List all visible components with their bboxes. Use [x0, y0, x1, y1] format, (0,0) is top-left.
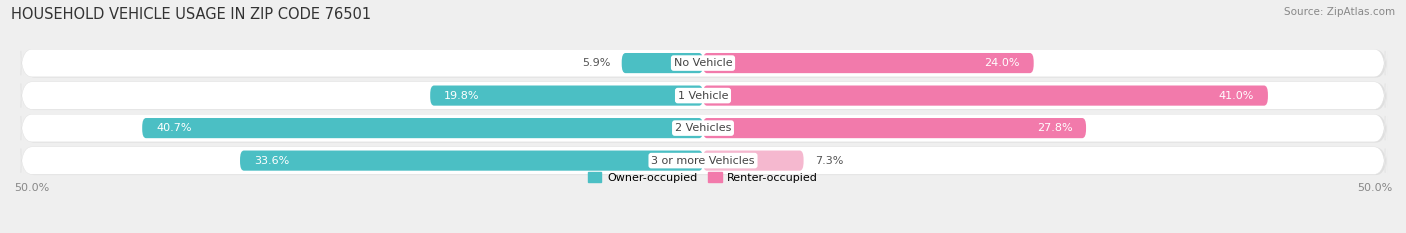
Legend: Owner-occupied, Renter-occupied: Owner-occupied, Renter-occupied	[583, 168, 823, 187]
FancyBboxPatch shape	[621, 53, 703, 73]
Text: HOUSEHOLD VEHICLE USAGE IN ZIP CODE 76501: HOUSEHOLD VEHICLE USAGE IN ZIP CODE 7650…	[11, 7, 371, 22]
FancyBboxPatch shape	[703, 53, 1033, 73]
FancyBboxPatch shape	[22, 147, 1388, 175]
FancyBboxPatch shape	[22, 50, 1388, 78]
Text: 50.0%: 50.0%	[1357, 183, 1392, 193]
Text: Source: ZipAtlas.com: Source: ZipAtlas.com	[1284, 7, 1395, 17]
FancyBboxPatch shape	[703, 118, 1085, 138]
Text: 33.6%: 33.6%	[254, 156, 290, 166]
Text: 7.3%: 7.3%	[814, 156, 844, 166]
FancyBboxPatch shape	[703, 86, 1268, 106]
Text: 1 Vehicle: 1 Vehicle	[678, 91, 728, 101]
FancyBboxPatch shape	[703, 151, 804, 171]
FancyBboxPatch shape	[240, 151, 703, 171]
Text: 2 Vehicles: 2 Vehicles	[675, 123, 731, 133]
FancyBboxPatch shape	[21, 147, 1385, 175]
Text: 19.8%: 19.8%	[444, 91, 479, 101]
FancyBboxPatch shape	[21, 49, 1385, 77]
FancyBboxPatch shape	[22, 115, 1388, 143]
Text: 40.7%: 40.7%	[156, 123, 191, 133]
FancyBboxPatch shape	[21, 114, 1385, 142]
Text: 41.0%: 41.0%	[1219, 91, 1254, 101]
Text: 5.9%: 5.9%	[582, 58, 610, 68]
FancyBboxPatch shape	[22, 82, 1388, 110]
Text: No Vehicle: No Vehicle	[673, 58, 733, 68]
FancyBboxPatch shape	[430, 86, 703, 106]
Text: 3 or more Vehicles: 3 or more Vehicles	[651, 156, 755, 166]
Text: 24.0%: 24.0%	[984, 58, 1019, 68]
FancyBboxPatch shape	[142, 118, 703, 138]
FancyBboxPatch shape	[21, 82, 1385, 110]
Text: 50.0%: 50.0%	[14, 183, 49, 193]
Text: 27.8%: 27.8%	[1036, 123, 1073, 133]
